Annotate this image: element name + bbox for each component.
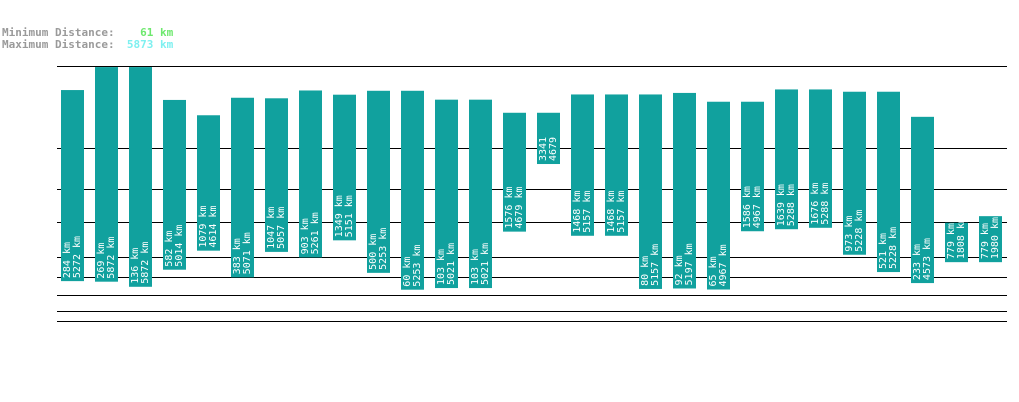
- min-distance-value: 61 km: [140, 26, 174, 39]
- range-bar: [435, 99, 458, 289]
- bar-max-label: 5157 km: [616, 191, 627, 233]
- bar-min-label: 383 km: [232, 238, 243, 274]
- bar-min-label: 1576 km: [504, 186, 515, 228]
- bar-max-label: 5261 km: [310, 212, 321, 254]
- range-bar: [503, 112, 526, 232]
- bar-max-label: 5288 km: [820, 183, 831, 225]
- range-bar: [809, 89, 832, 228]
- bar-max-label: 5071 km: [242, 232, 253, 274]
- range-bar: [61, 90, 84, 282]
- range-bar: [979, 216, 1002, 263]
- bar-max-label: 5228 km: [888, 227, 899, 269]
- range-bar: [741, 101, 764, 232]
- bar-max-label: 4967 km: [718, 244, 729, 286]
- bar-min-label: 1047 km: [266, 207, 277, 249]
- range-bar: [95, 67, 118, 282]
- bar-max-label: 1980 km: [990, 217, 1001, 259]
- bar-min-label: 3341: [538, 137, 549, 161]
- bar-max-label: 4614 km: [208, 206, 219, 248]
- bar-max-label: 5014 km: [174, 225, 185, 267]
- bar-min-label: 582 km: [164, 231, 175, 267]
- bar-min-label: 521 km: [878, 233, 889, 269]
- range-bar: [367, 90, 390, 273]
- max-distance-value: 5873 km: [126, 38, 174, 51]
- bar-max-label: 5272 km: [72, 236, 83, 278]
- range-bar: [299, 90, 322, 258]
- bar-min-label: 1079 km: [198, 206, 209, 248]
- bar-max-label: 5872 km: [106, 237, 117, 279]
- bar-max-label: 5288 km: [786, 184, 797, 226]
- range-bar: [707, 101, 730, 290]
- range-bar: [945, 222, 968, 263]
- bar-min-label: 903 km: [300, 218, 311, 254]
- range-bar: [231, 97, 254, 278]
- bar-max-label: 1808 km: [956, 217, 967, 259]
- bar-max-label: 5157 km: [650, 244, 661, 286]
- bar-min-label: 779 km: [946, 223, 957, 259]
- bar-min-label: 136 km: [130, 248, 141, 284]
- bar-max-label: 5151 km: [344, 195, 355, 237]
- bar-max-label: 5872 km: [140, 242, 151, 284]
- bar-max-label: 5197 km: [684, 243, 695, 285]
- bar-max-label: 5253 km: [412, 245, 423, 287]
- bar-max-label: 5021 km: [446, 243, 457, 285]
- max-distance-row: Maximum Distance: 5873 km: [2, 39, 173, 51]
- range-bar: [571, 94, 594, 236]
- range-bar: [265, 98, 288, 252]
- bar-min-label: 1639 km: [776, 184, 787, 226]
- range-bar: [333, 94, 356, 241]
- bar-min-label: 1676 km: [810, 183, 821, 225]
- bar-max-label: 4679: [548, 137, 559, 161]
- bar-max-label: 5228 km: [854, 210, 865, 252]
- range-bar: [129, 67, 152, 287]
- bar-min-label: 284 km: [62, 242, 73, 278]
- min-distance-label: Minimum Distance:: [2, 26, 115, 39]
- bar-min-label: 65 km: [708, 256, 719, 286]
- bar-min-label: 233 km: [912, 244, 923, 280]
- bar-max-label: 5157 km: [582, 191, 593, 233]
- bar-min-label: 1586 km: [742, 186, 753, 228]
- bar-min-label: 103 km: [436, 249, 447, 285]
- range-bar: [673, 92, 696, 289]
- bar-min-label: 269 km: [96, 243, 107, 279]
- range-bar: [163, 99, 186, 270]
- distance-summary: Minimum Distance: 61 km Maximum Distance…: [2, 27, 173, 51]
- bar-max-label: 4679 km: [514, 186, 525, 228]
- bar-min-label: 60 km: [402, 257, 413, 287]
- max-distance-label: Maximum Distance:: [2, 38, 115, 51]
- range-bar: [775, 89, 798, 230]
- bar-min-label: 103 km: [470, 249, 481, 285]
- range-bar: [605, 94, 628, 236]
- range-bar: [469, 99, 492, 289]
- range-bar: [877, 91, 900, 273]
- bar-max-label: 4967 km: [752, 186, 763, 228]
- range-bar: [537, 112, 560, 165]
- min-distance-row: Minimum Distance: 61 km: [2, 27, 173, 39]
- range-bar: [197, 115, 220, 251]
- range-bar: [639, 94, 662, 289]
- bar-max-label: 5057 km: [276, 207, 287, 249]
- range-bar: [843, 91, 866, 255]
- bar-max-label: 5021 km: [480, 243, 491, 285]
- bar-min-label: 80 km: [640, 256, 651, 286]
- bar-max-label: 4573 km: [922, 238, 933, 280]
- bar-max-label: 5253 km: [378, 228, 389, 270]
- bar-min-label: 92 km: [674, 255, 685, 285]
- bar-min-label: 779 km: [980, 223, 991, 259]
- bar-min-label: 1349 km: [334, 195, 345, 237]
- range-bar: [911, 116, 934, 284]
- bar-min-label: 1468 km: [606, 191, 617, 233]
- chart-bars: 284 km 5272 km 269 km 5872 km 136 km 5872 km 5…: [61, 67, 1002, 290]
- bar-min-label: 500 km: [368, 234, 379, 270]
- bar-min-label: 973 km: [844, 216, 855, 252]
- bar-min-label: 1468 km: [572, 191, 583, 233]
- range-bar: [401, 90, 424, 290]
